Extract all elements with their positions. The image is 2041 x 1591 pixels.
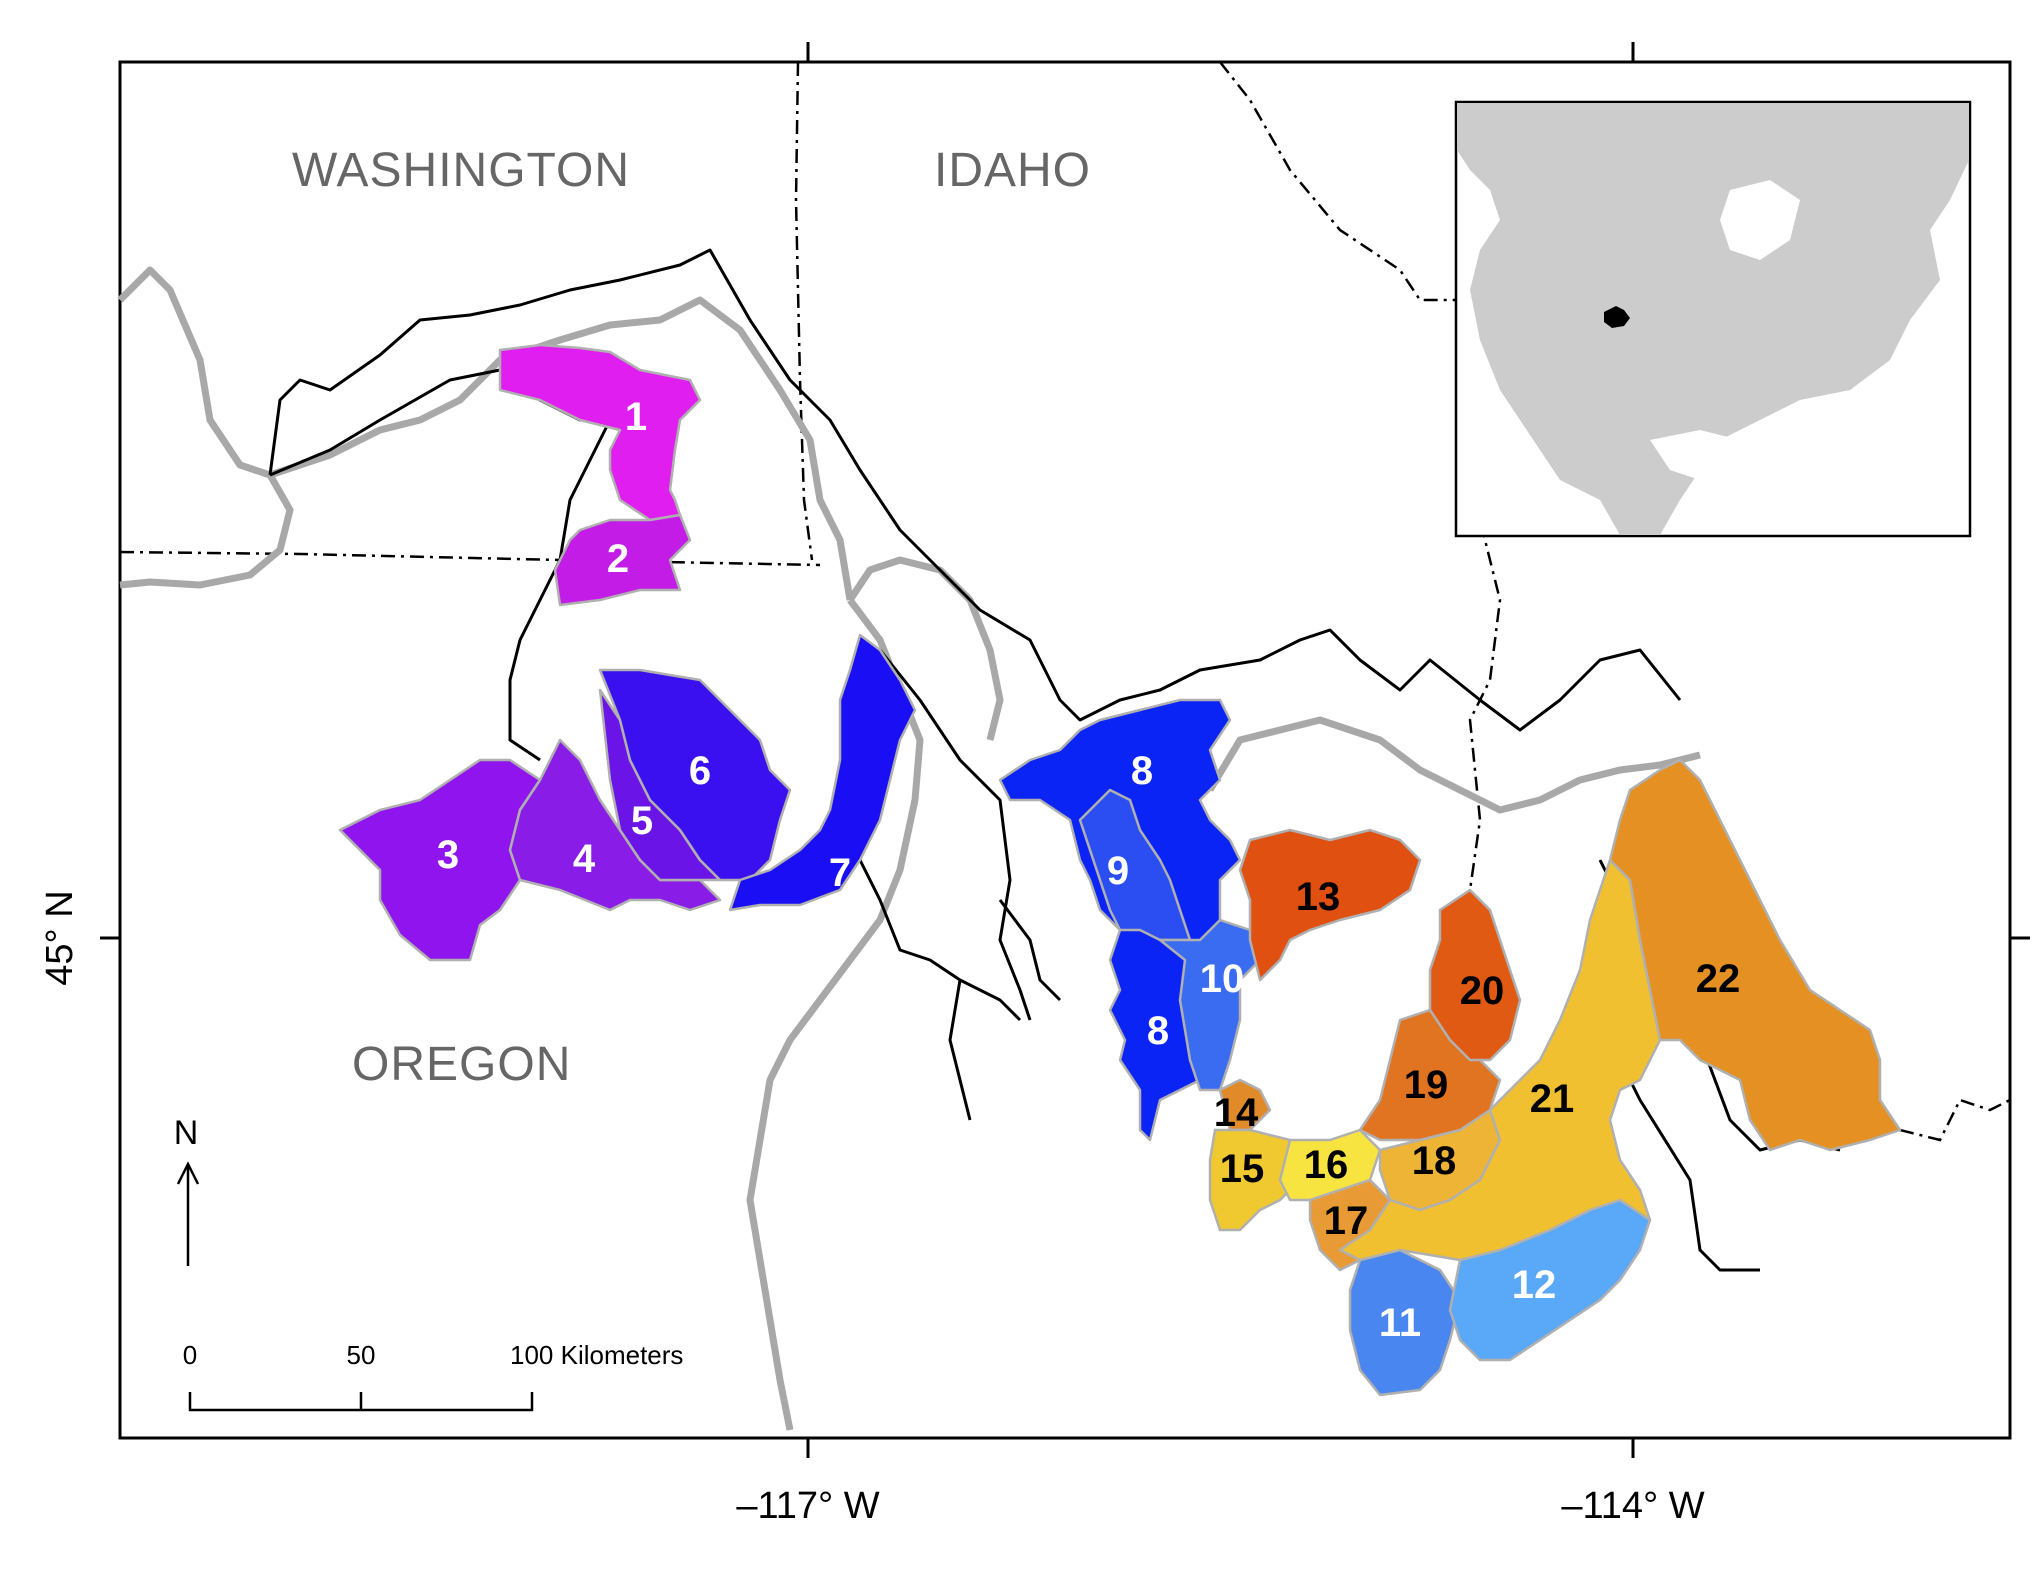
basin-1: [498, 343, 702, 522]
basin-20: [1428, 888, 1522, 1062]
x-tick-117w: –117° W: [736, 1485, 879, 1527]
basin-label-8: 8: [1131, 749, 1153, 793]
basin-label-21: 21: [1530, 1077, 1575, 1121]
scale-tick-100: 100 Kilometers: [510, 1340, 683, 1370]
basin-10: [1158, 918, 1272, 1092]
basin-label-5: 5: [631, 799, 653, 843]
basin-label-1: 1: [625, 395, 647, 439]
inset-map: [1454, 100, 1972, 538]
state-borders: [119, 61, 2011, 1142]
y-tick-45n: 45° N: [39, 890, 81, 985]
scale-bar: 0 50 100 Kilometers: [183, 1340, 683, 1412]
basin-label-14: 14: [1214, 1091, 1259, 1135]
basin-label-16: 16: [1304, 1143, 1349, 1187]
scale-tick-0: 0: [183, 1340, 197, 1370]
basin-label-12: 12: [1512, 1263, 1557, 1307]
basin-label-4: 4: [573, 837, 596, 881]
basin-label-6: 6: [689, 749, 711, 793]
basin-label-19: 19: [1404, 1063, 1449, 1107]
basin-label-15: 15: [1220, 1147, 1265, 1191]
basin-4: [508, 738, 722, 912]
basin-11: [1348, 1248, 1462, 1397]
state-label-washington: WASHINGTON: [292, 144, 630, 197]
state-label-oregon: OREGON: [352, 1038, 571, 1091]
basin-label-9: 9: [1107, 849, 1129, 893]
scale-tick-50: 50: [347, 1340, 376, 1370]
basins: [338, 343, 1902, 1397]
basin-21: [1338, 858, 1662, 1262]
basin-label-2: 2: [607, 537, 629, 581]
basin-7: [728, 633, 917, 912]
inset-study-area-marker: [1604, 306, 1630, 328]
basin-13: [1238, 828, 1422, 982]
inset-greenland: [1840, 103, 1969, 180]
basin-labels: 1 2 3 4 5 6 7 8 9 10 8 11 12 13 14 15 16…: [437, 395, 1740, 1345]
inset-hudson-bay: [1720, 180, 1800, 260]
basin-2: [553, 513, 692, 607]
inset-north-america: [1457, 103, 1969, 535]
basin-6: [598, 668, 792, 882]
x-tick-114w: –114° W: [1561, 1485, 1704, 1527]
inset-gulf-of-mexico: [1650, 430, 1740, 480]
north-arrow: N: [174, 1114, 200, 1266]
basin-label-8b: 8: [1147, 1009, 1169, 1053]
basin-label-17: 17: [1324, 1199, 1369, 1243]
basin-label-13: 13: [1296, 875, 1341, 919]
basin-label-18: 18: [1412, 1139, 1457, 1183]
basin-label-20: 20: [1460, 969, 1505, 1013]
basin-22: [1608, 758, 1902, 1152]
basin-label-10: 10: [1200, 957, 1245, 1001]
basin-15: [1208, 1128, 1302, 1232]
state-label-idaho: IDAHO: [934, 144, 1091, 197]
north-arrow-label: N: [174, 1114, 199, 1152]
axis-ticks: [100, 42, 2030, 1458]
basin-label-22: 22: [1696, 957, 1741, 1001]
basin-label-3: 3: [437, 833, 459, 877]
basin-label-7: 7: [829, 851, 851, 895]
basin-label-11: 11: [1379, 1301, 1421, 1345]
